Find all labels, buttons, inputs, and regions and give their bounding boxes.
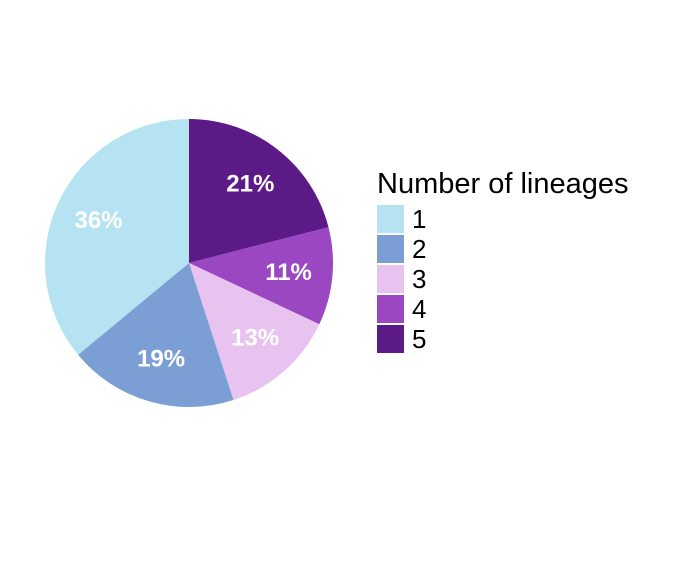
slice-label-4: 11% [265,259,312,286]
legend-swatch-4 [377,295,404,323]
pie-slices [45,119,334,407]
pie-slice-1 [45,119,189,355]
legend-label-1: 1 [412,204,426,234]
legend-label-4: 4 [412,294,426,324]
pie-slice-2 [78,263,234,407]
pie-slice-4 [189,227,334,325]
legend-swatch-1 [377,205,404,233]
legend-label-5: 5 [412,324,426,354]
pie-slice-labels: 21% 11% 13% 19% 36% [74,170,311,372]
legend-swatch-2 [377,235,404,263]
legend-label-3: 3 [412,264,426,294]
slice-label-5: 21% [226,170,274,197]
legend-label-2: 2 [412,234,426,264]
pie-slice-3 [189,263,320,400]
slice-label-1: 36% [74,207,122,234]
legend-swatch-5 [377,325,404,353]
slice-label-2: 19% [137,346,185,373]
legend-swatch-3 [377,265,404,293]
legend-title: Number of lineages [377,168,628,200]
slice-label-3: 13% [231,325,279,352]
pie-slice-5 [189,119,329,263]
